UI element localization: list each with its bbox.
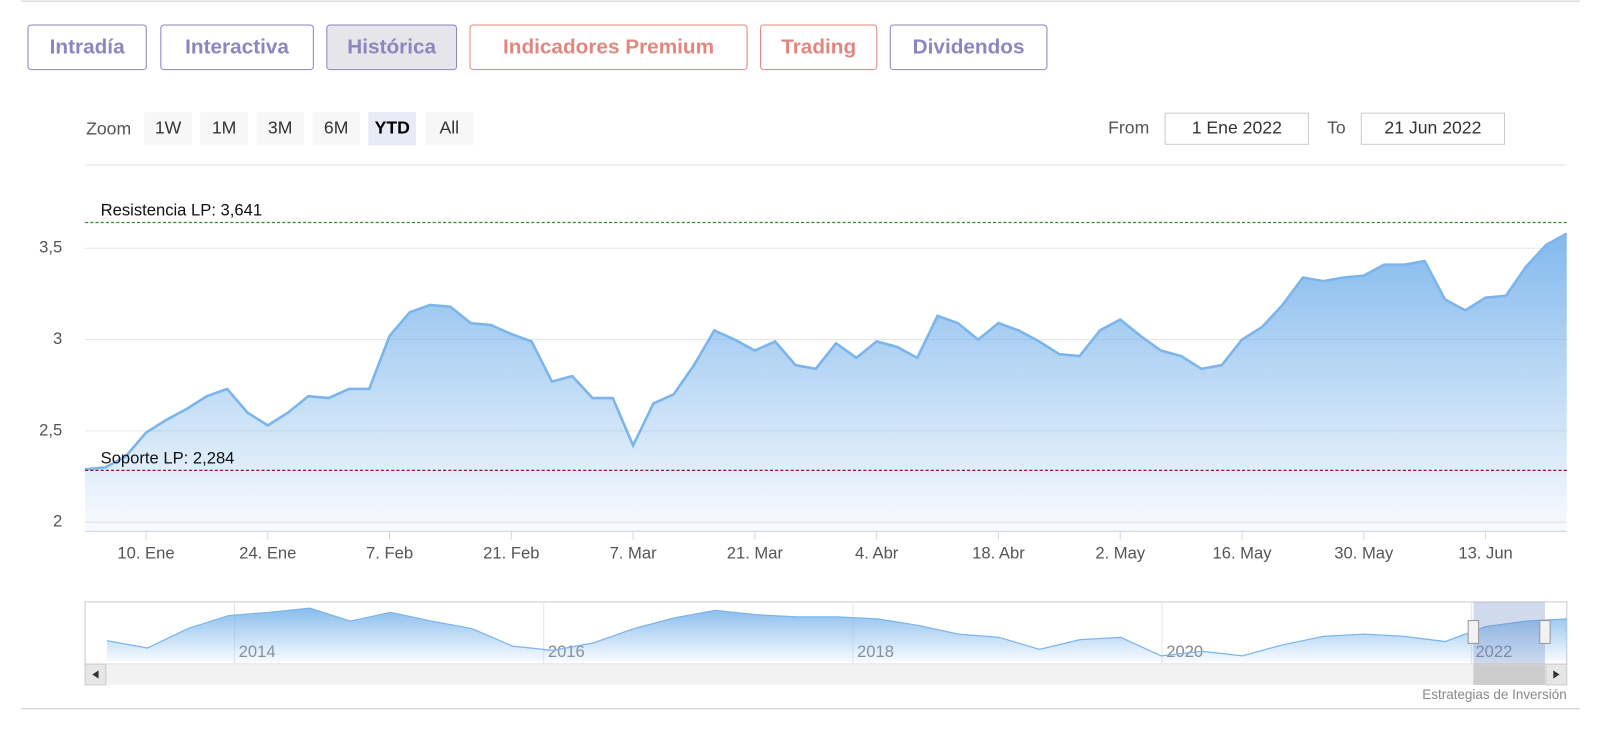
- from-input[interactable]: [1164, 112, 1309, 145]
- tab-label[interactable]: Histórica: [347, 35, 436, 58]
- scroll-left-arrow: [92, 670, 99, 679]
- from-value[interactable]: 1 Ene 2022: [1192, 117, 1282, 137]
- tab[interactable]: [27, 24, 147, 71]
- x-tick-label: 21. Feb: [483, 544, 539, 563]
- zoom-button-label[interactable]: YTD: [375, 117, 410, 137]
- credit: Estrategias de Inversión: [1422, 687, 1567, 702]
- tab[interactable]: [160, 24, 314, 71]
- tab[interactable]: [469, 24, 748, 71]
- x-tick-label: 21. Mar: [727, 544, 784, 563]
- zoom-button[interactable]: [368, 112, 417, 146]
- zoom-label: Zoom: [86, 118, 131, 138]
- tab-label[interactable]: Trading: [781, 35, 856, 58]
- navigator-mask: [1473, 601, 1545, 665]
- zoom-button[interactable]: [200, 112, 248, 146]
- to-label: To: [1327, 117, 1346, 137]
- price-line: [84, 232, 1568, 471]
- scroll-right-arrow: [1553, 670, 1560, 679]
- x-tick-label: 2. May: [1095, 544, 1146, 563]
- x-tick-label: 4. Abr: [855, 544, 899, 563]
- zoom-button[interactable]: [425, 112, 474, 146]
- x-tick-label: 7. Mar: [610, 544, 658, 563]
- zoom-button-label[interactable]: 3M: [268, 117, 292, 137]
- x-tick-label: 24. Ene: [239, 544, 296, 563]
- to-input[interactable]: [1360, 112, 1506, 145]
- y-tick-label: 3,5: [39, 238, 62, 257]
- scrollbar-track: [85, 664, 1567, 685]
- to-value[interactable]: 21 Jun 2022: [1384, 117, 1481, 137]
- y-tick-label: 2: [53, 512, 62, 531]
- zoom-button[interactable]: [312, 112, 361, 146]
- zoom-button-label[interactable]: 1W: [155, 117, 182, 137]
- level-label: Resistencia LP: 3,641: [101, 201, 262, 220]
- navigator-line: [106, 607, 1567, 657]
- tab[interactable]: [889, 24, 1048, 71]
- x-tick-label: 18. Abr: [972, 544, 1025, 563]
- tab[interactable]: [760, 24, 878, 71]
- x-tick-label: 16. May: [1212, 544, 1272, 563]
- from-label: From: [1108, 117, 1149, 137]
- x-tick-label: 13. Jun: [1458, 544, 1512, 563]
- tab-label[interactable]: Indicadores Premium: [503, 35, 714, 58]
- x-tick-label: 30. May: [1334, 544, 1394, 563]
- area-fill: [85, 233, 1567, 532]
- tab-label[interactable]: Dividendos: [913, 35, 1025, 58]
- scrollbar-thumb[interactable]: [1473, 664, 1545, 685]
- navigator-handle[interactable]: [1539, 620, 1551, 644]
- zoom-button-label[interactable]: 1M: [212, 117, 236, 137]
- zoom-button[interactable]: [256, 112, 305, 146]
- y-tick-label: 3: [53, 329, 62, 348]
- level-label: Soporte LP: 2,284: [101, 448, 235, 467]
- x-tick-label: 10. Ene: [117, 544, 174, 563]
- y-tick-label: 2,5: [39, 420, 62, 439]
- tab[interactable]: [326, 24, 458, 71]
- tab-label[interactable]: Interactiva: [185, 35, 289, 58]
- navigator-handle[interactable]: [1467, 620, 1480, 644]
- tab-label[interactable]: Intradía: [50, 35, 125, 58]
- x-tick-label: 7. Feb: [366, 544, 413, 563]
- navigator-area: [106, 608, 1567, 663]
- zoom-button-label[interactable]: 6M: [324, 117, 348, 137]
- zoom-button[interactable]: [144, 112, 192, 146]
- zoom-button-label[interactable]: All: [439, 117, 459, 137]
